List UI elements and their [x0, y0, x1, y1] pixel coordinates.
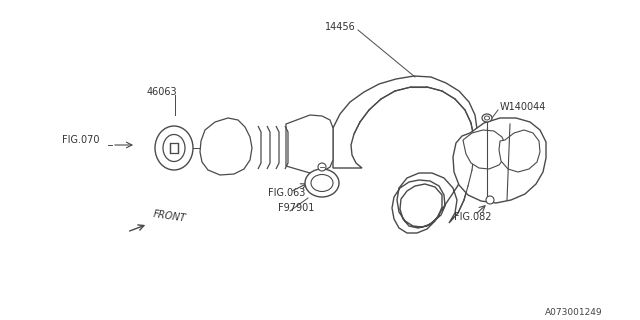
Polygon shape — [200, 118, 252, 175]
Text: FIG.082: FIG.082 — [454, 212, 492, 222]
Circle shape — [486, 196, 494, 204]
Polygon shape — [499, 130, 540, 172]
Text: A073001249: A073001249 — [545, 308, 603, 317]
Polygon shape — [453, 118, 546, 203]
Text: FIG.063: FIG.063 — [268, 188, 305, 198]
Ellipse shape — [155, 126, 193, 170]
Text: FRONT: FRONT — [152, 210, 186, 224]
Ellipse shape — [482, 114, 492, 122]
Text: FIG.070: FIG.070 — [62, 135, 99, 145]
Polygon shape — [286, 115, 333, 173]
Ellipse shape — [163, 134, 185, 162]
Text: W140044: W140044 — [500, 102, 547, 112]
Polygon shape — [463, 130, 506, 169]
Ellipse shape — [484, 116, 490, 120]
Text: 46063: 46063 — [147, 87, 178, 97]
Polygon shape — [333, 76, 477, 233]
Circle shape — [318, 163, 326, 171]
Ellipse shape — [311, 174, 333, 191]
Bar — [170, 143, 178, 153]
Ellipse shape — [305, 169, 339, 197]
Text: 14456: 14456 — [325, 22, 356, 32]
Text: F97901: F97901 — [278, 203, 314, 213]
